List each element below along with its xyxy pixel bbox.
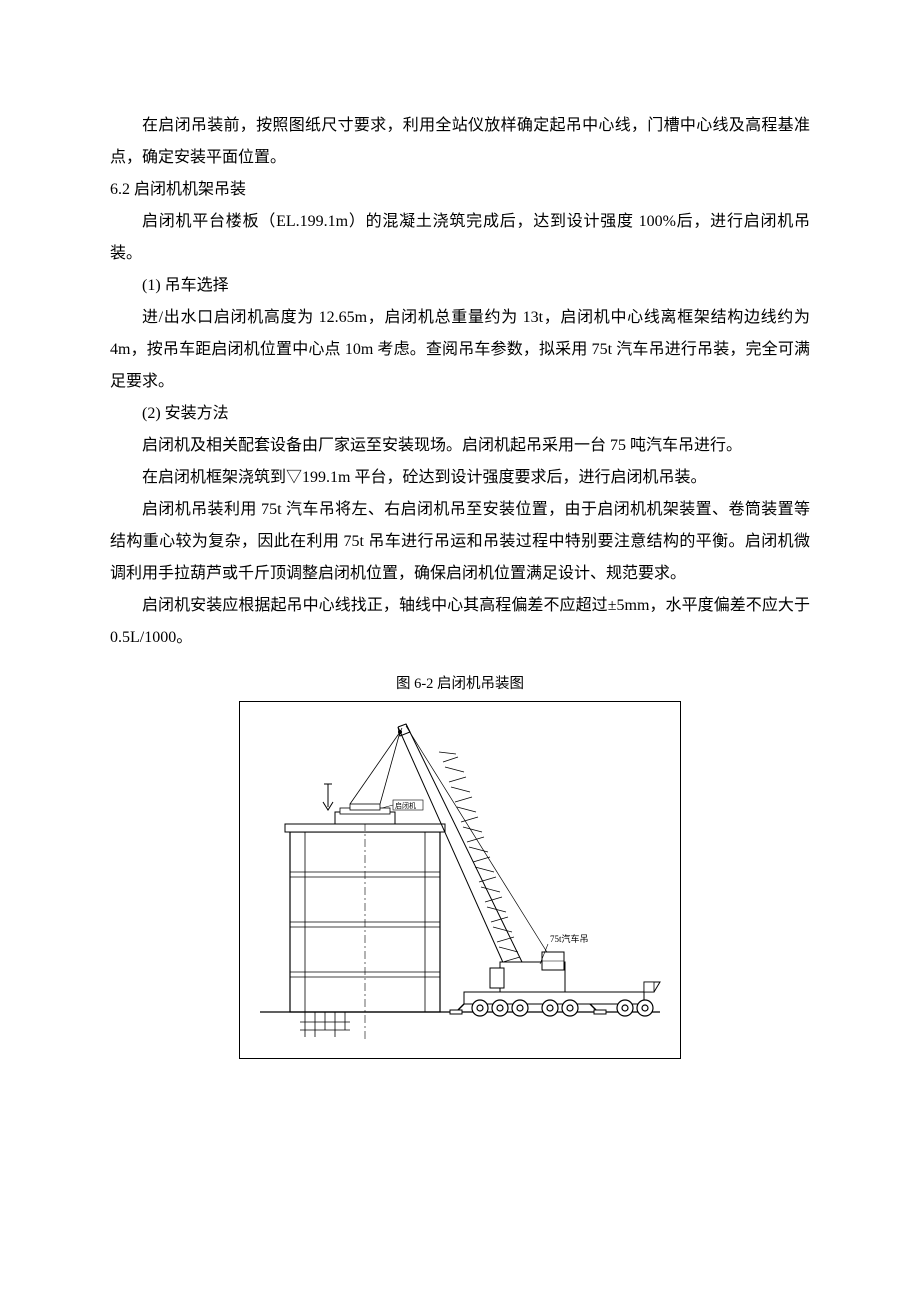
figure-caption: 图 6-2 启闭机吊装图 — [110, 672, 810, 693]
paragraph: 启闭机平台楼板（EL.199.1m）的混凝土浇筑完成后，达到设计强度 100%后… — [110, 206, 810, 270]
section-heading: 6.2 启闭机机架吊装 — [110, 174, 810, 206]
document-page: 在启闭吊装前，按照图纸尺寸要求，利用全站仪放样确定起吊中心线，门槽中心线及高程基… — [0, 0, 920, 1124]
list-item: (1) 吊车选择 — [110, 270, 810, 302]
paragraph: 进/出水口启闭机高度为 12.65m，启闭机总重量约为 13t，启闭机中心线离框… — [110, 302, 810, 398]
crane-label: 75t汽车吊 — [550, 933, 589, 944]
paragraph: 启闭机及相关配套设备由厂家运至安装现场。启闭机起吊采用一台 75 吨汽车吊进行。 — [110, 430, 810, 462]
load-label: 启闭机 — [395, 801, 416, 810]
paragraph: 在启闭机框架浇筑到▽199.1m 平台，砼达到设计强度要求后，进行启闭机吊装。 — [110, 462, 810, 494]
paragraph: 启闭机吊装利用 75t 汽车吊将左、右启闭机吊至安装位置，由于启闭机机架装置、卷… — [110, 494, 810, 590]
paragraph: 在启闭吊装前，按照图纸尺寸要求，利用全站仪放样确定起吊中心线，门槽中心线及高程基… — [110, 110, 810, 174]
figure-border: 启闭机 — [239, 701, 681, 1059]
hoist-diagram-icon: 启闭机 — [250, 712, 670, 1052]
paragraph: 启闭机安装应根据起吊中心线找正，轴线中心其高程偏差不应超过±5mm，水平度偏差不… — [110, 590, 810, 654]
list-item: (2) 安装方法 — [110, 398, 810, 430]
figure-container: 启闭机 — [110, 701, 810, 1064]
